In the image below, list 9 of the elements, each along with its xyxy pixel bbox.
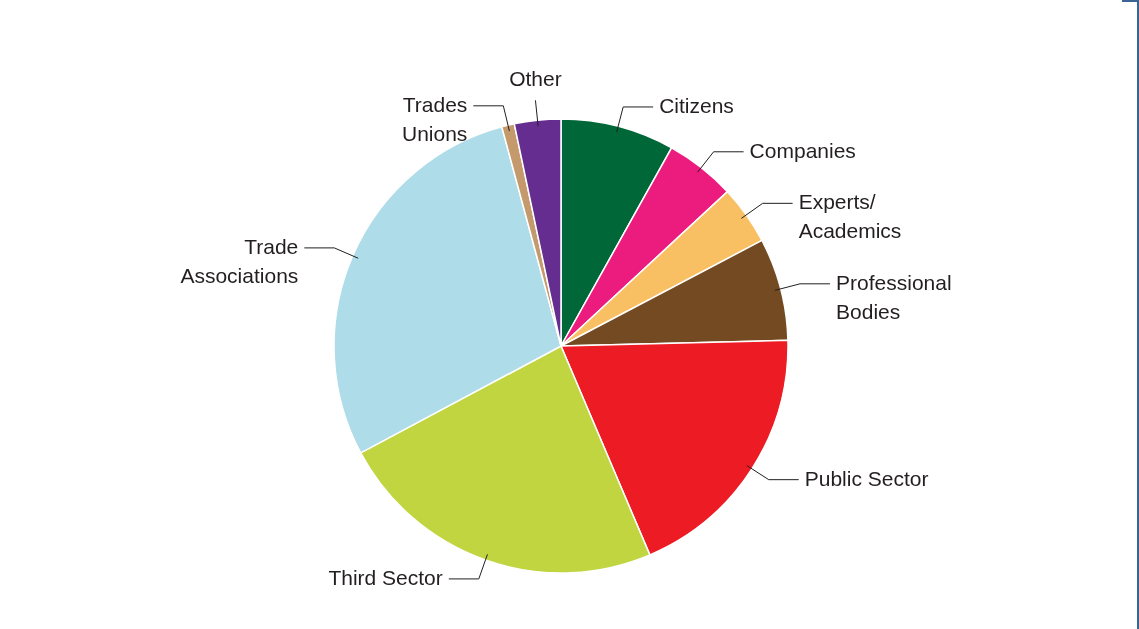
slice-label: Trade Associations (180, 234, 299, 287)
slice-label: Other (509, 67, 562, 91)
slice-label: Experts/Academics (798, 190, 902, 243)
slice-label: Trades Unions (401, 92, 468, 145)
slice-label: Third Sector (328, 565, 443, 589)
slice-label: Public Sector (804, 466, 929, 490)
slice-label: Companies (749, 138, 856, 162)
slice-label: Professional Bodies (836, 270, 952, 323)
slice-label: Citizens (659, 93, 734, 117)
